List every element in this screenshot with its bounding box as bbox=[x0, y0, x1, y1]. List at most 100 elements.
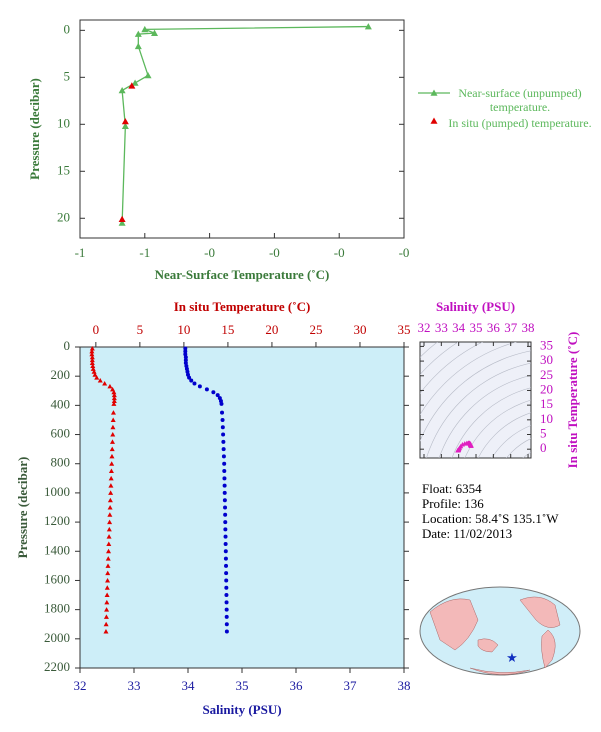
x2-tick-label: 5 bbox=[137, 322, 144, 337]
x2-tick-label: 10 bbox=[177, 322, 190, 337]
map-land bbox=[541, 629, 556, 669]
data-point bbox=[131, 79, 139, 86]
map-land bbox=[519, 596, 561, 628]
data-point bbox=[89, 354, 95, 360]
data-point bbox=[108, 475, 114, 481]
plot-frame bbox=[419, 341, 532, 459]
data-point bbox=[223, 534, 228, 539]
x-tick-label: -0 bbox=[269, 245, 280, 260]
y-tick-label: 5 bbox=[64, 68, 71, 83]
data-point bbox=[224, 600, 229, 605]
data-point bbox=[118, 215, 126, 223]
y-tick-label: 800 bbox=[51, 455, 71, 470]
data-point bbox=[134, 30, 142, 37]
data-point bbox=[105, 577, 111, 583]
data-point bbox=[223, 556, 228, 561]
data-point bbox=[223, 527, 228, 532]
x-tick-label: 34 bbox=[182, 678, 196, 693]
y-tick-label: 1800 bbox=[44, 601, 70, 616]
data-point bbox=[89, 351, 95, 357]
data-point bbox=[222, 461, 227, 466]
y-tick-label: 0 bbox=[64, 338, 71, 353]
data-point bbox=[222, 490, 227, 495]
x2-tick-label: 35 bbox=[398, 322, 411, 337]
data-point bbox=[118, 219, 126, 226]
y-tick-label: 10 bbox=[57, 115, 70, 130]
data-point bbox=[221, 447, 226, 452]
data-point bbox=[183, 355, 188, 360]
data-point bbox=[151, 29, 159, 36]
y-tick-label: 5 bbox=[540, 425, 547, 440]
data-point bbox=[105, 563, 111, 568]
x-tick-label: -1 bbox=[139, 245, 150, 260]
x-tick-label: 35 bbox=[236, 678, 249, 693]
data-point bbox=[111, 401, 117, 406]
data-point bbox=[118, 86, 126, 94]
data-point bbox=[221, 439, 226, 444]
data-point bbox=[144, 71, 152, 79]
data-point bbox=[111, 392, 117, 398]
x2-tick-label: 30 bbox=[353, 322, 366, 337]
y-tick-label: 1600 bbox=[44, 571, 70, 586]
x-axis-title: Salinity (PSU) bbox=[436, 299, 515, 314]
data-point bbox=[105, 556, 111, 561]
x-tick-label: -0 bbox=[334, 245, 345, 260]
data-point bbox=[192, 381, 197, 386]
isopycnal bbox=[522, 451, 531, 458]
data-point bbox=[197, 384, 202, 389]
x-tick-label: 33 bbox=[128, 678, 141, 693]
data-point bbox=[187, 375, 192, 380]
data-point bbox=[104, 607, 110, 612]
data-point bbox=[221, 454, 226, 459]
data-point bbox=[183, 346, 188, 351]
data-point bbox=[106, 534, 112, 539]
data-point bbox=[224, 607, 229, 612]
data-point bbox=[89, 357, 95, 363]
data-point bbox=[106, 526, 112, 532]
float-location-star: ★ bbox=[506, 650, 518, 665]
x-tick-label: 38 bbox=[398, 678, 411, 693]
data-point bbox=[111, 398, 117, 403]
data-point bbox=[224, 571, 229, 576]
data-point bbox=[89, 360, 95, 366]
data-point bbox=[183, 349, 188, 354]
data-point bbox=[107, 383, 113, 389]
data-point bbox=[224, 614, 229, 619]
data-point bbox=[222, 483, 227, 488]
x-tick-label: -0 bbox=[204, 245, 215, 260]
y-tick-label: 30 bbox=[540, 352, 553, 367]
data-point bbox=[221, 432, 226, 437]
y-tick-label: 10 bbox=[540, 411, 553, 426]
data-point bbox=[108, 468, 114, 474]
data-point bbox=[90, 366, 96, 371]
map-land bbox=[429, 598, 479, 651]
x-tick-label: 37 bbox=[504, 320, 518, 335]
data-point bbox=[94, 375, 100, 380]
x-tick-label: 34 bbox=[452, 320, 466, 335]
date: Date: 11/02/2013 bbox=[422, 526, 513, 541]
data-point bbox=[364, 23, 372, 30]
y-tick-label: 2200 bbox=[44, 659, 70, 674]
data-point bbox=[103, 614, 109, 619]
data-point bbox=[223, 520, 228, 525]
data-point bbox=[89, 348, 95, 354]
data-point bbox=[104, 585, 110, 590]
data-point bbox=[110, 417, 116, 422]
data-point bbox=[183, 358, 188, 363]
series-line bbox=[121, 25, 369, 223]
data-point bbox=[106, 541, 112, 546]
x-tick-label: 32 bbox=[74, 678, 87, 693]
y-axis-title: Pressure (decibar) bbox=[27, 78, 42, 180]
data-point bbox=[224, 585, 229, 590]
data-point bbox=[211, 390, 216, 395]
x2-tick-label: 20 bbox=[265, 322, 278, 337]
y-axis-title: Pressure (decibar) bbox=[15, 457, 30, 559]
y-tick-label: 15 bbox=[540, 396, 553, 411]
data-point bbox=[106, 548, 112, 554]
data-point bbox=[224, 593, 229, 598]
x-tick-label: 35 bbox=[470, 320, 483, 335]
x-tick-label: 36 bbox=[487, 320, 501, 335]
y-tick-label: 1200 bbox=[44, 513, 70, 528]
